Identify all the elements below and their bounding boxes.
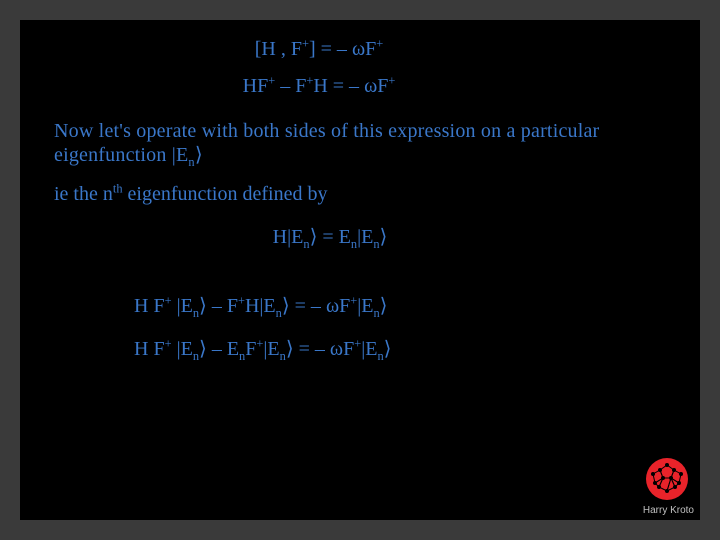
- ket-angle: ⟩: [282, 295, 290, 317]
- superscript: +: [165, 294, 172, 308]
- equation-expanded: HF+ – F+H = – ωF+: [54, 75, 666, 98]
- eq-text: E: [365, 338, 377, 360]
- eq-text: = –: [294, 338, 330, 360]
- omega-symbol: ω: [326, 295, 339, 317]
- paragraph-defined: ie the nth eigenfunction defined by: [54, 183, 666, 206]
- ket-angle: ⟩: [195, 144, 203, 166]
- ket-angle: ⟩: [286, 338, 294, 360]
- eq-text: E: [181, 295, 193, 317]
- eq-text: H F: [134, 295, 165, 317]
- eq-text: F: [339, 295, 350, 317]
- eq-text: E: [339, 226, 351, 248]
- eq-text: F: [377, 75, 388, 97]
- superscript: +: [302, 36, 309, 50]
- eq-text: ] = –: [309, 38, 352, 60]
- eq-text: E: [291, 226, 303, 248]
- superscript: +: [165, 337, 172, 351]
- slide-content: [H , F+] = – ωF+ HF+ – F+H = – ωF+ Now l…: [20, 20, 700, 361]
- eq-text: E: [263, 295, 275, 317]
- body-text: Now let's operate with both sides of thi…: [54, 120, 599, 166]
- fullerene-icon: [643, 455, 691, 503]
- eq-text: F: [343, 338, 354, 360]
- eq-text: E: [267, 338, 279, 360]
- body-text: ie the n: [54, 183, 113, 205]
- ket-angle: ⟩: [199, 295, 207, 317]
- equation-applied-2: H F+ |En⟩ – EnF+|En⟩ = – ωF+|En⟩: [134, 336, 666, 361]
- paragraph-operate: Now let's operate with both sides of thi…: [54, 120, 666, 167]
- superscript: th: [113, 182, 123, 196]
- eq-text: F: [245, 338, 256, 360]
- eq-text: = –: [290, 295, 326, 317]
- omega-symbol: ω: [330, 338, 343, 360]
- superscript: +: [388, 73, 395, 87]
- eq-text: – F: [275, 75, 306, 97]
- ket-angle: ⟩: [380, 295, 388, 317]
- superscript: +: [376, 36, 383, 50]
- ket-angle: ⟩: [199, 338, 207, 360]
- author-name: Harry Kroto: [643, 505, 694, 516]
- eq-text: – E: [207, 338, 239, 360]
- eq-text: H: [245, 295, 259, 317]
- eq-text: E: [181, 338, 193, 360]
- eq-text: [H , F: [255, 38, 302, 60]
- omega-symbol: ω: [352, 38, 365, 60]
- eq-text: H: [273, 226, 287, 248]
- eq-text: H F: [134, 338, 165, 360]
- eq-text: – F: [207, 295, 238, 317]
- equation-commutator: [H , F+] = – ωF+: [54, 38, 666, 61]
- ket-angle: ⟩: [380, 226, 388, 248]
- ket-angle: ⟩: [384, 338, 392, 360]
- eq-text: F: [365, 38, 376, 60]
- eq-text: E: [176, 144, 188, 166]
- eq-text: E: [361, 295, 373, 317]
- eq-text: HF: [243, 75, 269, 97]
- superscript: +: [238, 294, 245, 308]
- author-logo: Harry Kroto: [643, 455, 694, 516]
- body-text: eigenfunction defined by: [123, 183, 328, 205]
- equation-eigen: H|En⟩ = En|En⟩: [54, 224, 666, 249]
- omega-symbol: ω: [364, 75, 377, 97]
- slide-panel: [H , F+] = – ωF+ HF+ – F+H = – ωF+ Now l…: [20, 20, 700, 520]
- eq-text: =: [317, 226, 338, 248]
- equation-applied-1: H F+ |En⟩ – F+H|En⟩ = – ωF+|En⟩: [134, 293, 666, 318]
- eq-text: E: [361, 226, 373, 248]
- eq-text: H = –: [313, 75, 364, 97]
